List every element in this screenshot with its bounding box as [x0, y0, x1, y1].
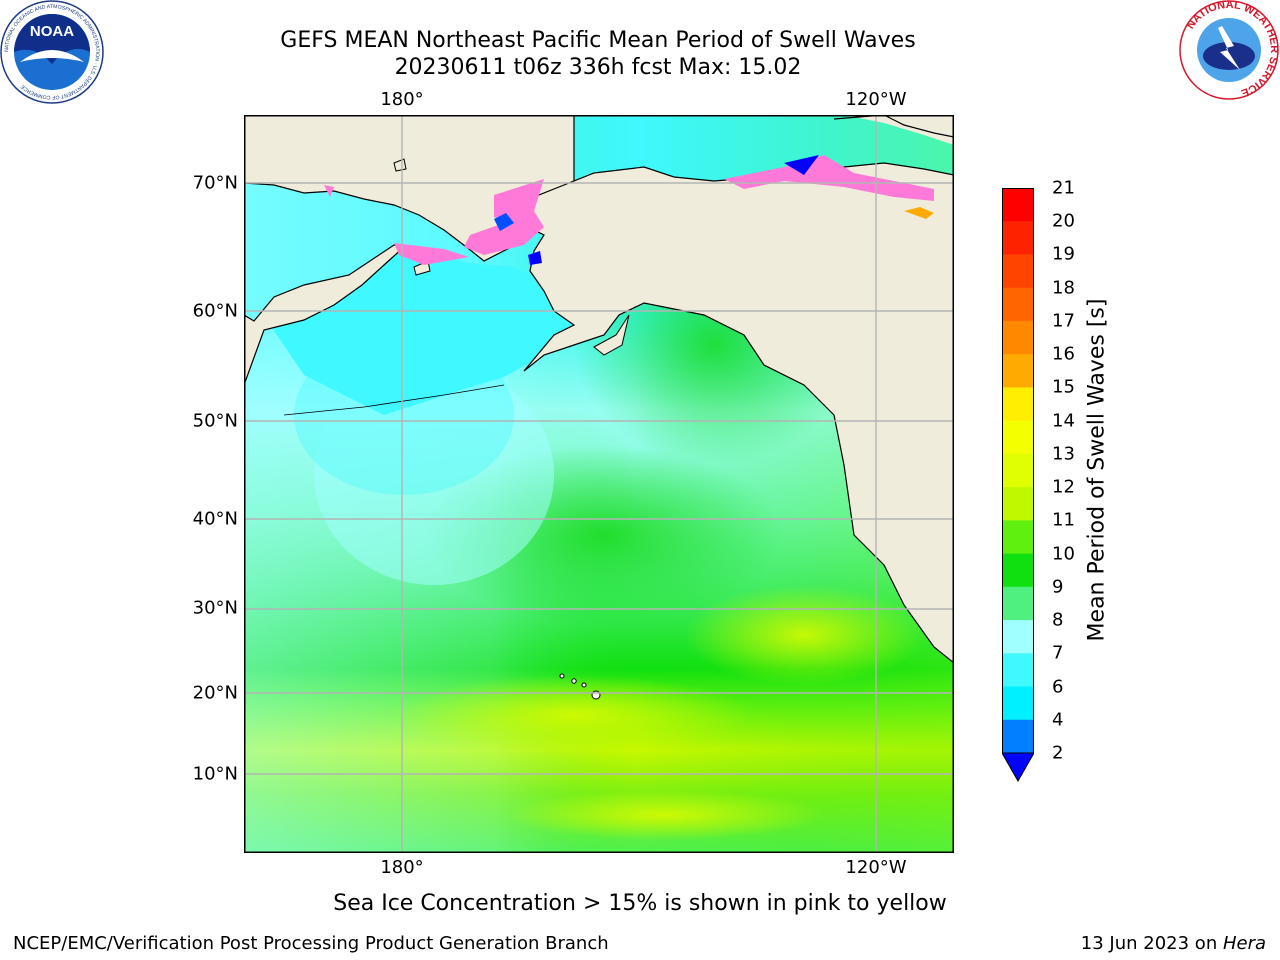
- colorbar-tick-label: 12: [1052, 476, 1075, 498]
- colorbar-tick-label: 18: [1052, 277, 1075, 299]
- colorbar-bin: [1002, 188, 1034, 222]
- colorbar-tick-label: 16: [1052, 343, 1075, 365]
- footer-credit: NCEP/EMC/Verification Post Processing Pr…: [13, 933, 609, 954]
- chart-title: GEFS MEAN Northeast Pacific Mean Period …: [280, 28, 916, 53]
- nws-logo: NATIONAL WEATHER SERVICE: [1179, 0, 1280, 100]
- colorbar-tick-label: 14: [1052, 410, 1075, 432]
- colorbar-bin: [1002, 320, 1034, 355]
- swell-period-map: [244, 115, 954, 853]
- colorbar-tick-label: 2: [1052, 742, 1064, 764]
- colorbar-bin: [1002, 686, 1034, 721]
- colorbar-tick-label: 4: [1052, 709, 1064, 731]
- colorbar-bin: [1002, 420, 1034, 455]
- colorbar-bin: [1002, 221, 1034, 256]
- lat-label-70n: 70°N: [192, 172, 238, 194]
- colorbar-tick-label: 7: [1052, 642, 1064, 664]
- colorbar-label: Mean Period of Swell Waves [s]: [1084, 298, 1110, 642]
- colorbar-tick-label: 19: [1052, 243, 1075, 265]
- footer-date-text: 13 Jun 2023 on: [1080, 933, 1223, 954]
- colorbar-tick-label: 9: [1052, 576, 1064, 598]
- footer-date: 13 Jun 2023 on Hera: [1081, 933, 1266, 954]
- colorbar-tick-label: 17: [1052, 310, 1075, 332]
- colorbar-tick-label: 10: [1052, 543, 1075, 565]
- lat-label-10n: 10°N: [192, 763, 238, 785]
- colorbar-bin: [1002, 287, 1034, 322]
- colorbar: [1002, 188, 1034, 783]
- chart-subtitle: 20230611 t06z 336h fcst Max: 15.02: [394, 55, 802, 80]
- colorbar-bin: [1002, 553, 1034, 588]
- colorbar-bin: [1002, 586, 1034, 621]
- lon-label-bottom-120w: 120°W: [845, 857, 907, 878]
- colorbar-extend-arrow: [1002, 752, 1034, 783]
- noaa-logo: NOAA NATIONAL OCEANIC AND ATMOSPHERIC AD…: [0, 0, 104, 104]
- lon-label-top-180: 180°: [380, 89, 424, 110]
- colorbar-tick-label: 8: [1052, 609, 1064, 631]
- colorbar-bin: [1002, 719, 1034, 754]
- colorbar-bin: [1002, 620, 1034, 654]
- colorbar-bin: [1002, 520, 1034, 555]
- lon-label-top-120w: 120°W: [845, 89, 907, 110]
- colorbar-tick-label: 13: [1052, 443, 1075, 465]
- lat-label-60n: 60°N: [192, 300, 238, 322]
- colorbar-bin: [1002, 354, 1034, 389]
- colorbar-bin: [1002, 254, 1034, 289]
- lat-label-20n: 20°N: [192, 682, 238, 704]
- colorbar-tick-label: 21: [1052, 177, 1075, 199]
- colorbar-tick-label: 20: [1052, 210, 1075, 232]
- svg-text:NOAA: NOAA: [30, 23, 74, 40]
- colorbar-tick-label: 6: [1052, 676, 1064, 698]
- colorbar-bin: [1002, 387, 1034, 422]
- lon-label-bottom-180: 180°: [380, 857, 424, 878]
- lat-label-30n: 30°N: [192, 597, 238, 619]
- lat-label-50n: 50°N: [192, 410, 238, 432]
- sea-ice-note: Sea Ice Concentration > 15% is shown in …: [333, 891, 947, 916]
- colorbar-tick-label: 15: [1052, 376, 1075, 398]
- lat-label-40n: 40°N: [192, 508, 238, 530]
- footer-host: Hera: [1222, 933, 1266, 954]
- colorbar-bin: [1002, 487, 1034, 521]
- colorbar-bin: [1002, 653, 1034, 688]
- colorbar-tick-label: 11: [1052, 509, 1075, 531]
- colorbar-bin: [1002, 453, 1034, 488]
